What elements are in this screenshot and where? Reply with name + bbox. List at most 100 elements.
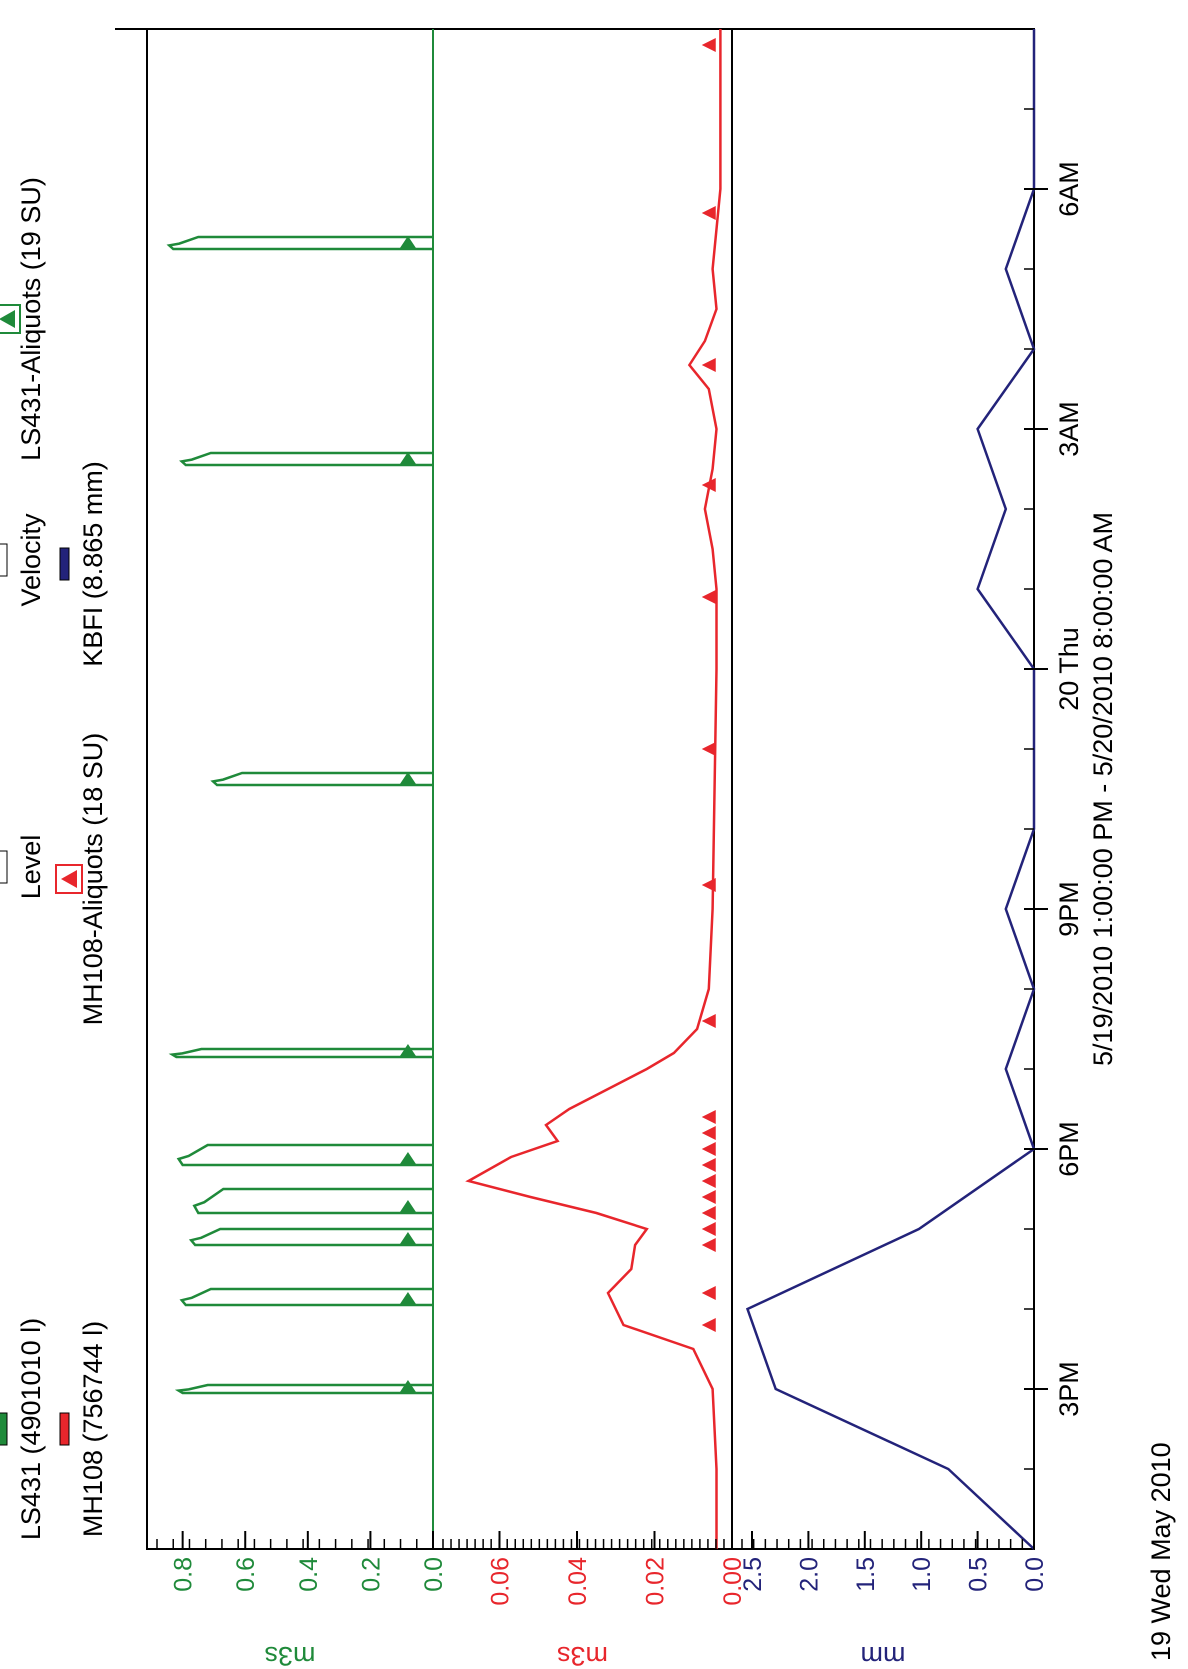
legend-label: Velocity [16, 513, 46, 607]
ls431-pump-cycle [174, 1383, 433, 1395]
mh108-aliquot-marker [701, 478, 716, 492]
panel-mh108 [465, 29, 722, 1549]
legend-entry: KBFI (8.865 mm) [59, 461, 108, 667]
y-tick-label: 0.8 [170, 1557, 198, 1592]
legend-entry: Level [0, 835, 46, 900]
mh108-aliquot-marker [701, 742, 716, 756]
y-tick-label: 0.02 [642, 1557, 670, 1606]
mh108-aliquot-marker [701, 1174, 716, 1188]
y-axis-mh108: 0.00 0.02 0.04 0.06 m3s [442, 1531, 747, 1669]
y-axis-title: m3s [264, 1641, 315, 1669]
ls431-aliquot-marker [399, 1232, 416, 1244]
ls431-aliquot-marker [399, 1380, 416, 1392]
legend-label: Level [16, 835, 46, 900]
mh108-aliquot-marker [701, 1318, 716, 1332]
mh108-aliquot-marker [701, 1142, 716, 1156]
ls431-aliquot-marker [399, 236, 416, 248]
mh108-aliquot-marker [701, 206, 716, 220]
x-tick-label: 6PM [1054, 1121, 1084, 1177]
kbfi-rain-line [745, 29, 1036, 1550]
y-tick-label: 1.0 [908, 1557, 936, 1592]
legend-swatch [59, 547, 70, 581]
mh108-flow-line [465, 29, 722, 1549]
legend-label: LS431-Aliquots (19 SU) [16, 177, 46, 461]
x-tick-label: 6AM [1054, 161, 1084, 217]
legend-swatch [59, 1412, 70, 1446]
y-tick-label: 0.2 [357, 1557, 385, 1592]
ls431-aliquot-marker [399, 1152, 416, 1164]
legend-label: MH108-Aliquots (18 SU) [78, 733, 108, 1026]
x-axis-title: 5/19/2010 1:00:00 PM - 5/20/2010 8:00:00… [1088, 512, 1118, 1066]
y-tick-label: 2.5 [739, 1557, 767, 1592]
y-tick-label: 1.5 [852, 1557, 880, 1592]
plot-panels [115, 28, 1036, 1550]
legend-entry: MH108-Aliquots (18 SU) [55, 733, 108, 1026]
legend-swatch [0, 543, 8, 577]
x-tick-label: 3AM [1054, 401, 1084, 457]
y-axis-title: mm [861, 1641, 906, 1669]
legend-entry: MH108 (756744 l) [59, 1321, 108, 1537]
panel-ls431 [166, 29, 434, 1549]
legend-label: MH108 (756744 l) [78, 1321, 108, 1537]
legend-swatch [0, 850, 8, 884]
legend-label: KBFI (8.865 mm) [78, 461, 108, 667]
x-tick-label: 20 Thu [1054, 627, 1084, 711]
x-start-label: 19 Wed May 2010 [1146, 1442, 1176, 1661]
mh108-aliquot-marker [701, 1110, 716, 1124]
y-tick-label: 0.6 [232, 1557, 260, 1592]
mh108-aliquot-marker [701, 1238, 716, 1252]
y-tick-label: 0.06 [487, 1557, 515, 1606]
y-tick-label: 2.0 [795, 1557, 823, 1592]
mh108-aliquot-marker [701, 590, 716, 604]
mh108-aliquot-marker [701, 358, 716, 372]
ls431-pump-cycle [179, 1287, 433, 1307]
y-tick-label: 0.0 [1021, 1557, 1049, 1592]
y-tick-label: 0.00 [719, 1557, 747, 1606]
x-tick-label: 9PM [1054, 881, 1084, 937]
legend-label: LS431 (4901010 l) [16, 1318, 46, 1540]
ls431-pump-cycle [210, 771, 433, 787]
y-tick-label: 0.5 [965, 1557, 993, 1592]
ls431-pump-cycle [192, 1187, 433, 1215]
ls431-aliquot-marker [399, 452, 416, 464]
mh108-aliquot-marker [701, 1158, 716, 1172]
legend-triangle-icon [0, 310, 15, 328]
y-axis-title: m3s [557, 1641, 608, 1669]
legend-entry: LS431 (4901010 l) [0, 1318, 46, 1540]
y-tick-label: 0.4 [295, 1557, 323, 1592]
ls431-pump-cycle [188, 1227, 433, 1247]
legend: LS431 (4901010 l) MH108 (756744 l) Level MH… [0, 177, 108, 1540]
x-axis: 3PM 6PM 9PM 20 Thu 3AM 6AM 19 Wed May 2010 5/19… [1024, 108, 1176, 1661]
y-tick-label: 0.04 [564, 1557, 592, 1606]
mh108-aliquot-marker [701, 1014, 716, 1028]
y-tick-label: 0.0 [420, 1557, 448, 1592]
mh108-aliquot-marker [701, 1126, 716, 1140]
panel-kbfi [745, 29, 1036, 1550]
mh108-aliquot-marker [701, 878, 716, 892]
legend-entry: Velocity [0, 513, 46, 607]
ls431-aliquot-marker [399, 1044, 416, 1056]
mh108-aliquot-marker [701, 1190, 716, 1204]
y-axis-ls431: 0.0 0.2 0.4 0.6 0.8 m3s [156, 1531, 448, 1669]
y-axis-kbfi: 0.0 0.5 1.0 1.5 2.0 2.5 mm [739, 1531, 1049, 1669]
mh108-aliquot-marker [701, 38, 716, 52]
plot-frame [146, 28, 1035, 1550]
mh108-aliquot-marker [701, 1222, 716, 1236]
ls431-pump-cycle [179, 451, 433, 467]
ls431-aliquot-marker [399, 1292, 416, 1304]
legend-triangle-icon [61, 870, 77, 888]
ls431-pump-cycle [168, 1047, 433, 1059]
ls431-pump-cycle [176, 1143, 433, 1167]
ls431-pump-cycle [166, 235, 433, 251]
legend-swatch [0, 1412, 8, 1446]
mh108-aliquot-marker [701, 1286, 716, 1300]
ls431-aliquot-marker [399, 772, 416, 784]
ls431-aliquot-marker [399, 1200, 416, 1212]
x-tick-label: 3PM [1054, 1361, 1084, 1417]
mh108-aliquot-marker [701, 1206, 716, 1220]
y-axes: 0.00.20.40.60.8m3s0.000.020.040.06m3s0.0… [156, 1531, 1049, 1669]
legend-entry: LS431-Aliquots (19 SU) [0, 177, 46, 461]
